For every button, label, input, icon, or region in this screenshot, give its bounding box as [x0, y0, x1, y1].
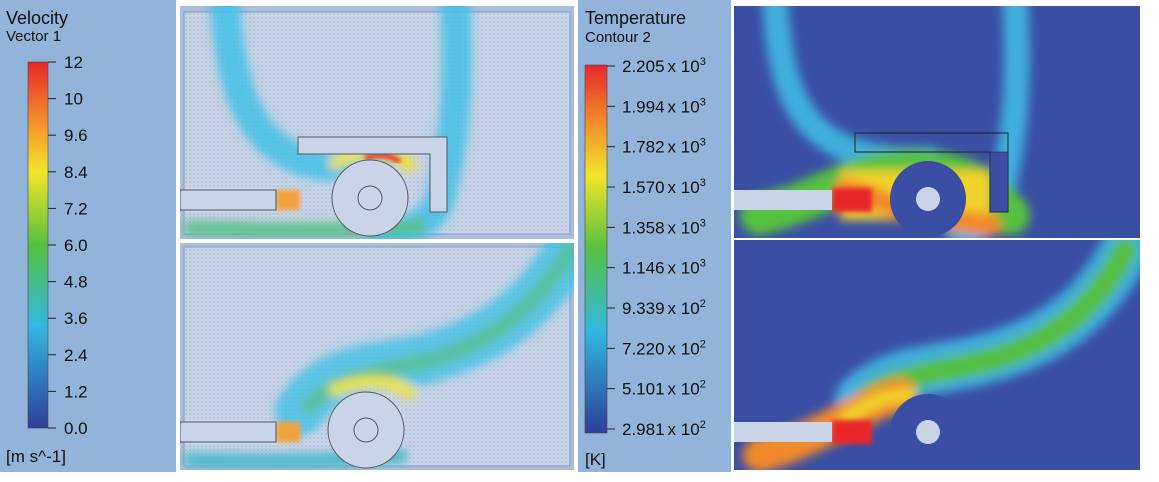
tick-times: x 10: [668, 420, 700, 439]
tick-times: x 10: [668, 339, 700, 358]
tick-times: x 10: [668, 218, 700, 237]
tick-label: 6.0: [64, 236, 88, 255]
tick-exponent: 3: [700, 258, 706, 270]
tick-label: 0.0: [64, 419, 88, 438]
tick-label: 4.8: [64, 273, 88, 292]
tick-mantissa: 1.570: [622, 178, 665, 197]
tick-label: 1.2: [64, 382, 88, 401]
tick-label: 7.2: [64, 199, 88, 218]
tick-mantissa: 2.981: [622, 420, 665, 439]
legend-unit: [K]: [585, 450, 606, 469]
tick-mantissa: 1.146: [622, 259, 665, 278]
velocity-bottom-panel: [178, 241, 576, 472]
tick-times: x 10: [668, 57, 700, 76]
tick-times: x 10: [668, 178, 700, 197]
tick-times: x 10: [668, 299, 700, 318]
tick-exponent: 2: [700, 338, 706, 350]
tick-mantissa: 7.220: [622, 339, 665, 358]
tick-mantissa: 1.782: [622, 138, 665, 157]
tick-mantissa: 1.994: [622, 97, 665, 116]
colorbar: [585, 65, 607, 433]
temperature-top-panel: [733, 0, 1141, 240]
legend-panel: [0, 0, 176, 472]
tick-mantissa: 9.339: [622, 299, 665, 318]
tick-exponent: 2: [700, 419, 706, 431]
tick-exponent: 3: [700, 96, 706, 108]
tick-label: 2.4: [64, 346, 88, 365]
tick-label: 9.6: [64, 126, 88, 145]
tick-times: x 10: [668, 380, 700, 399]
legend-title: Velocity: [6, 8, 68, 28]
tick-exponent: 3: [700, 177, 706, 189]
tick-mantissa: 2.205: [622, 57, 665, 76]
tick-label: 8.4: [64, 163, 88, 182]
legend-title: Temperature: [585, 8, 686, 28]
tick-times: x 10: [668, 138, 700, 157]
tick-exponent: 2: [700, 298, 706, 310]
tick-exponent: 3: [700, 217, 706, 229]
tick-times: x 10: [668, 97, 700, 116]
velocity-top-panel: [178, 0, 576, 241]
tick-mantissa: 1.358: [622, 218, 665, 237]
tick-times: x 10: [668, 259, 700, 278]
legend-subtitle: Contour 2: [585, 29, 651, 46]
figure: Velocity Vector 1 [m s^-1] Temperature C…: [0, 0, 1159, 477]
page: Velocity Vector 1 [m s^-1] Temperature C…: [0, 0, 1159, 482]
temperature-bottom-panel: [733, 240, 1141, 472]
legend-subtitle: Vector 1: [6, 28, 61, 45]
tick-exponent: 2: [700, 379, 706, 391]
legend-unit: [m s^-1]: [6, 447, 66, 466]
colorbar: [28, 62, 48, 428]
tick-label: 10: [64, 90, 83, 109]
tick-mantissa: 5.101: [622, 380, 665, 399]
tick-exponent: 3: [700, 137, 706, 149]
tick-label: 12: [64, 53, 83, 72]
tick-exponent: 3: [700, 56, 706, 68]
tick-label: 3.6: [64, 309, 88, 328]
